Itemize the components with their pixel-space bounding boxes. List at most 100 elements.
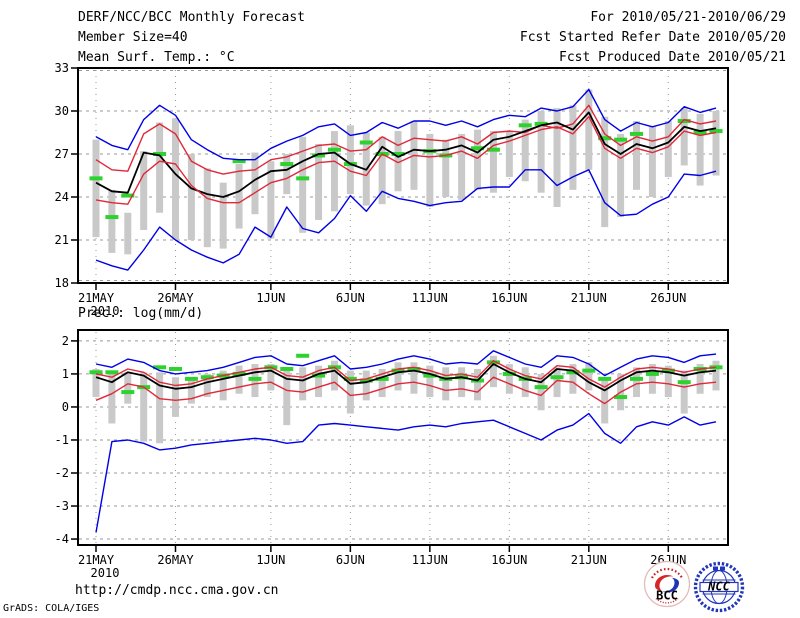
spread-bar (601, 116, 609, 228)
spread-bar (458, 367, 466, 398)
spread-bar (712, 360, 720, 391)
spread-bar (394, 131, 402, 192)
spread-bar (187, 154, 195, 240)
x-axis: 21MAY 26MAY 1JUN 6JUN 11JUN 16JUN 21JUN 26JUN 20… (78, 284, 686, 318)
ensemble-max-line (95, 350, 717, 377)
spread-bar (474, 368, 482, 401)
plot-frame (77, 329, 729, 546)
lower-quartile-line (95, 115, 717, 205)
obs-dash (534, 385, 548, 390)
obs-dash (471, 146, 485, 151)
spread-bar (108, 370, 116, 424)
obs-dash (614, 395, 628, 400)
spread-bar (299, 367, 307, 401)
spread-bars (92, 89, 720, 255)
spread-bar (521, 119, 529, 182)
x-tick-label: 21MAY (78, 553, 115, 567)
spread-bar (648, 126, 656, 197)
spread-bar (219, 370, 227, 401)
spread-bar (712, 111, 720, 176)
spread-bar (315, 365, 323, 398)
spread-bar (283, 154, 291, 195)
spread-bar (362, 370, 370, 401)
bcc-logo-icon: BCC (643, 560, 691, 608)
spread-bar (235, 365, 243, 394)
obs-dash (598, 136, 612, 141)
obs-dash (89, 176, 103, 181)
temp-chart-title: Mean Surf. Temp.: °C (78, 50, 235, 65)
temp-chart: 18 21 24 27 30 33 21MAY 26MAY 1JUN 6JUN 11JUN 16JUN… (55, 61, 729, 318)
obs-dash (423, 373, 437, 378)
obs-dash (168, 366, 182, 371)
ensemble-min-line (95, 169, 717, 271)
y-tick-label: 33 (55, 61, 69, 75)
y-tick-label: -1 (55, 433, 69, 447)
x-tick-label: 21JUN (571, 553, 607, 567)
x-tick-label: 6JUN (336, 553, 365, 567)
obs-dash (359, 140, 373, 145)
obs-dash (105, 370, 119, 375)
obs-dash (518, 123, 532, 128)
x-tick-label: 21JUN (571, 291, 607, 305)
obs-dash (550, 375, 564, 380)
obs-dash (661, 368, 675, 373)
spread-bar (171, 377, 179, 417)
spread-bar (489, 355, 497, 388)
grads-credit: GrADS: COLA/IGES (3, 603, 100, 614)
y-tick-label: -4 (55, 532, 69, 546)
member-size-label: Member Size=40 (78, 30, 188, 45)
spread-bar (203, 373, 211, 398)
x-tick-label: 26MAY (157, 291, 194, 305)
spread-bar (156, 372, 164, 444)
obs-dash (645, 371, 659, 376)
obs-dash (534, 121, 548, 126)
spread-bar (664, 365, 672, 398)
obs-dash (121, 193, 135, 198)
y-tick-label: -2 (55, 466, 69, 480)
x-tick-label: 11JUN (412, 291, 448, 305)
source-url: http://cmdp.ncc.cma.gov.cn (75, 583, 279, 598)
x-tick-label: 26JUN (650, 291, 686, 305)
spread-bar (442, 367, 450, 401)
spread-bar (235, 164, 243, 229)
spread-bars (92, 355, 720, 444)
spread-bar (108, 189, 116, 253)
spread-bar (410, 362, 418, 394)
x-tick-label: 16JUN (491, 553, 527, 567)
y-tick-label: -3 (55, 499, 69, 513)
spread-bar (521, 367, 529, 398)
spread-bar (458, 133, 466, 200)
spread-bar (426, 365, 434, 398)
spread-bar (617, 133, 625, 218)
spread-bar (442, 139, 450, 197)
y-tick-label: 21 (55, 233, 69, 247)
gridlines (79, 332, 727, 543)
ensemble-max-line (95, 88, 717, 161)
prec-chart: -4 -3 -2 -1 0 1 2 21MAY 26MAY 1JUN 6JUN 11JUN 16JUN 2… (55, 329, 729, 580)
forecast-refer-date: Fcst Started Refer Date 2010/05/20 (519, 30, 786, 45)
obs-dash (630, 131, 644, 136)
y-tick-label: 1 (62, 367, 69, 381)
obs-dash (232, 159, 246, 164)
spread-bar (537, 111, 545, 193)
spread-bar (474, 129, 482, 190)
spread-bar (140, 372, 148, 442)
obs-dash (582, 368, 596, 373)
spread-bar (267, 364, 275, 391)
y-tick-label: 27 (55, 147, 69, 161)
obs-dash (391, 152, 405, 156)
spread-bar (283, 370, 291, 426)
spread-bar (696, 364, 704, 394)
y-axis: -4 -3 -2 -1 0 1 2 (55, 334, 77, 546)
spread-bar (346, 370, 354, 414)
spread-bar (203, 168, 211, 248)
spread-bar (601, 377, 609, 424)
obs-dash (391, 368, 405, 373)
x-tick-label: 11JUN (412, 553, 448, 567)
spread-bar (633, 121, 641, 190)
spread-bar (585, 362, 593, 391)
x-tick-label: 1JUN (256, 291, 285, 305)
y-tick-label: 2 (62, 334, 69, 348)
x-axis-year-label: 2010 (91, 566, 120, 580)
